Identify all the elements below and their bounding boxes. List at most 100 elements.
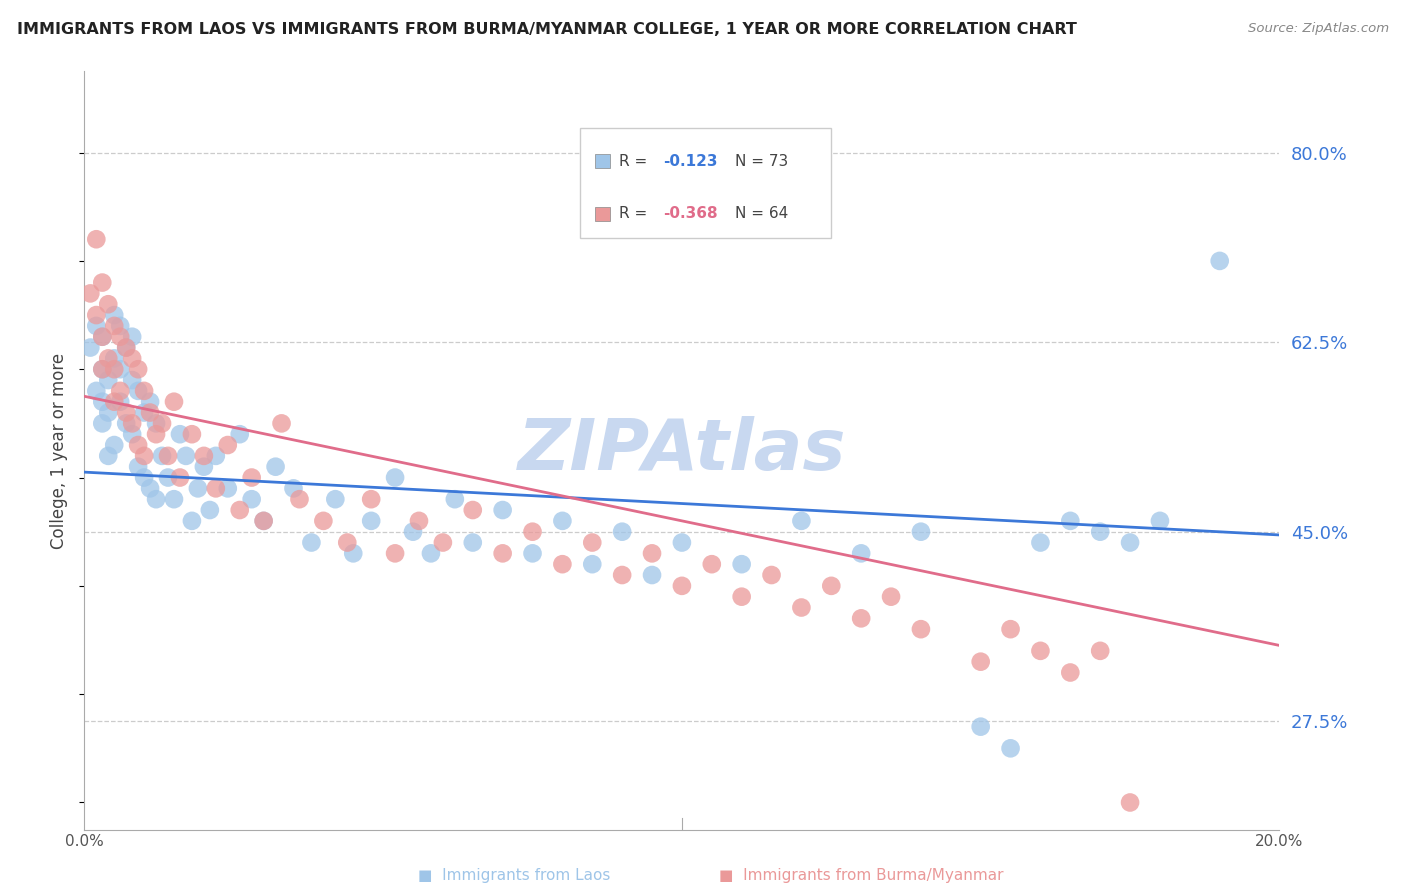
Point <box>228 427 252 442</box>
Point <box>851 546 873 560</box>
Point <box>312 514 335 528</box>
Point <box>127 438 149 452</box>
Point <box>384 546 406 560</box>
Point <box>264 459 287 474</box>
Point <box>641 546 664 560</box>
Point <box>121 373 143 387</box>
Text: -0.368: -0.368 <box>664 206 718 221</box>
Point <box>198 503 221 517</box>
Point <box>402 524 425 539</box>
Point <box>910 524 932 539</box>
Point <box>790 514 813 528</box>
Point <box>103 438 125 452</box>
Point <box>169 470 191 484</box>
Point <box>910 622 932 636</box>
Point <box>342 546 364 560</box>
FancyBboxPatch shape <box>581 128 831 238</box>
Point <box>91 417 114 431</box>
Point <box>145 427 167 442</box>
Point <box>103 351 125 366</box>
Text: IMMIGRANTS FROM LAOS VS IMMIGRANTS FROM BURMA/MYANMAR COLLEGE, 1 YEAR OR MORE CO: IMMIGRANTS FROM LAOS VS IMMIGRANTS FROM … <box>17 22 1077 37</box>
Point <box>181 427 204 442</box>
Point <box>820 579 842 593</box>
Point <box>127 384 149 398</box>
Point <box>91 329 114 343</box>
Point <box>283 481 305 495</box>
Point <box>157 449 180 463</box>
Point <box>360 492 382 507</box>
Point <box>97 351 120 366</box>
Point <box>150 449 173 463</box>
Point <box>522 524 544 539</box>
Point <box>731 557 754 572</box>
Point <box>612 568 634 582</box>
Text: ZIPAtlas: ZIPAtlas <box>517 416 846 485</box>
Point <box>91 362 114 376</box>
Point <box>110 329 132 343</box>
Point <box>115 341 138 355</box>
Point <box>581 535 603 549</box>
Point <box>163 394 186 409</box>
Point <box>139 405 162 419</box>
Point <box>169 427 191 442</box>
Point <box>132 384 156 398</box>
Point <box>790 600 813 615</box>
Point <box>301 535 323 549</box>
Point <box>612 524 634 539</box>
Point <box>288 492 311 507</box>
Bar <box>595 154 610 168</box>
Point <box>110 318 132 333</box>
Point <box>1059 514 1081 528</box>
Point <box>205 449 228 463</box>
Point <box>97 373 120 387</box>
Point <box>121 417 143 431</box>
Bar <box>595 207 610 221</box>
Point <box>240 470 263 484</box>
Point <box>150 417 173 431</box>
Point <box>1029 535 1052 549</box>
Point <box>193 449 215 463</box>
Point <box>641 568 664 582</box>
Point <box>420 546 443 560</box>
Point <box>731 590 754 604</box>
Point <box>174 449 197 463</box>
Point <box>384 470 406 484</box>
Point <box>461 503 484 517</box>
Point <box>121 329 143 343</box>
Text: R =: R = <box>619 206 652 221</box>
Point <box>408 514 430 528</box>
Point <box>671 535 693 549</box>
Point <box>145 492 167 507</box>
Point <box>91 276 114 290</box>
Point <box>325 492 347 507</box>
Point <box>253 514 276 528</box>
Point <box>115 405 138 419</box>
Point <box>551 514 574 528</box>
Text: Source: ZipAtlas.com: Source: ZipAtlas.com <box>1249 22 1389 36</box>
Text: R =: R = <box>619 153 652 169</box>
Point <box>91 394 114 409</box>
Point <box>1119 796 1142 810</box>
Point <box>492 546 515 560</box>
Point <box>79 341 101 355</box>
Point <box>1119 535 1142 549</box>
Point <box>103 308 125 322</box>
Point <box>1059 665 1081 680</box>
Point <box>97 449 120 463</box>
Point <box>461 535 484 549</box>
Point <box>700 557 723 572</box>
Point <box>880 590 903 604</box>
Point <box>1000 622 1022 636</box>
Point <box>1209 253 1232 268</box>
Point <box>121 351 143 366</box>
Point <box>86 232 108 246</box>
Point <box>1000 741 1022 756</box>
Point <box>115 341 138 355</box>
Point <box>110 394 132 409</box>
Point <box>336 535 359 549</box>
Text: N = 73: N = 73 <box>735 153 789 169</box>
Point <box>522 546 544 560</box>
Point <box>79 286 101 301</box>
Text: -0.123: -0.123 <box>664 153 718 169</box>
Point <box>97 405 120 419</box>
